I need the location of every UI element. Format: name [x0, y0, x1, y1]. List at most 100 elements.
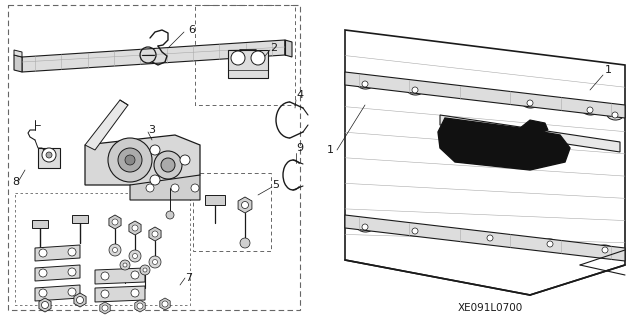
Bar: [15, 193, 190, 305]
Text: 6: 6: [188, 25, 195, 35]
Text: 5: 5: [272, 180, 279, 190]
Circle shape: [112, 219, 118, 225]
Circle shape: [191, 184, 199, 192]
Bar: [193, 173, 271, 251]
Circle shape: [129, 250, 141, 262]
Circle shape: [152, 259, 157, 264]
Circle shape: [527, 100, 533, 106]
Polygon shape: [95, 286, 145, 302]
Ellipse shape: [357, 79, 373, 89]
Circle shape: [362, 224, 368, 230]
Polygon shape: [438, 118, 570, 170]
Ellipse shape: [407, 226, 423, 236]
Text: 8: 8: [12, 177, 19, 187]
Circle shape: [231, 51, 245, 65]
Circle shape: [102, 305, 108, 311]
Circle shape: [39, 249, 47, 257]
Polygon shape: [135, 300, 145, 312]
Polygon shape: [160, 298, 170, 310]
Polygon shape: [35, 285, 80, 301]
Polygon shape: [72, 215, 88, 223]
Circle shape: [150, 145, 160, 155]
Bar: [195, 5, 295, 105]
Ellipse shape: [582, 105, 598, 115]
Circle shape: [547, 241, 553, 247]
Circle shape: [68, 268, 76, 276]
Ellipse shape: [542, 239, 558, 249]
Circle shape: [125, 155, 135, 165]
Circle shape: [131, 271, 139, 279]
Circle shape: [109, 244, 121, 256]
Text: 9: 9: [296, 143, 303, 153]
Ellipse shape: [607, 110, 623, 120]
Polygon shape: [85, 135, 200, 190]
Polygon shape: [85, 100, 128, 150]
Circle shape: [412, 87, 418, 93]
Polygon shape: [345, 72, 625, 118]
Polygon shape: [74, 293, 86, 307]
Text: 4: 4: [296, 90, 303, 100]
Circle shape: [132, 225, 138, 231]
Circle shape: [108, 138, 152, 182]
Polygon shape: [345, 215, 625, 261]
Polygon shape: [285, 40, 292, 57]
Circle shape: [68, 288, 76, 296]
Circle shape: [180, 155, 190, 165]
Circle shape: [166, 211, 174, 219]
Circle shape: [152, 231, 158, 237]
Circle shape: [612, 112, 618, 118]
Circle shape: [39, 269, 47, 277]
Circle shape: [137, 303, 143, 309]
Polygon shape: [32, 220, 48, 228]
Polygon shape: [205, 195, 225, 205]
Circle shape: [131, 289, 139, 297]
Circle shape: [149, 256, 161, 268]
Polygon shape: [440, 115, 620, 152]
Circle shape: [602, 247, 608, 253]
Circle shape: [161, 158, 175, 172]
Ellipse shape: [597, 245, 613, 255]
Circle shape: [140, 265, 150, 275]
Text: 1: 1: [327, 145, 334, 155]
Ellipse shape: [482, 233, 498, 243]
Polygon shape: [38, 148, 60, 168]
Circle shape: [101, 272, 109, 280]
Text: 2: 2: [270, 43, 277, 53]
Text: XE091L0700: XE091L0700: [458, 303, 523, 313]
Circle shape: [42, 148, 56, 162]
Circle shape: [123, 263, 127, 267]
Circle shape: [132, 254, 138, 258]
Circle shape: [39, 289, 47, 297]
Polygon shape: [130, 175, 200, 200]
Circle shape: [120, 260, 130, 270]
Polygon shape: [14, 50, 22, 57]
Bar: [8, 5, 300, 310]
Circle shape: [118, 148, 142, 172]
Text: 7: 7: [185, 273, 192, 283]
Polygon shape: [520, 120, 548, 135]
Circle shape: [251, 51, 265, 65]
Ellipse shape: [407, 85, 423, 95]
Polygon shape: [35, 245, 80, 261]
Circle shape: [77, 296, 83, 303]
Circle shape: [587, 107, 593, 113]
Circle shape: [240, 238, 250, 248]
Ellipse shape: [522, 98, 538, 108]
Polygon shape: [228, 50, 268, 78]
Circle shape: [241, 202, 248, 209]
Circle shape: [171, 184, 179, 192]
Text: 1: 1: [605, 65, 612, 75]
Ellipse shape: [357, 222, 373, 232]
Circle shape: [487, 235, 493, 241]
Polygon shape: [39, 298, 51, 312]
Circle shape: [42, 301, 49, 308]
Polygon shape: [238, 197, 252, 213]
Polygon shape: [149, 227, 161, 241]
Polygon shape: [95, 268, 145, 284]
Circle shape: [143, 268, 147, 272]
Circle shape: [154, 151, 182, 179]
Circle shape: [150, 175, 160, 185]
Polygon shape: [35, 265, 80, 281]
Circle shape: [412, 228, 418, 234]
Polygon shape: [109, 215, 121, 229]
